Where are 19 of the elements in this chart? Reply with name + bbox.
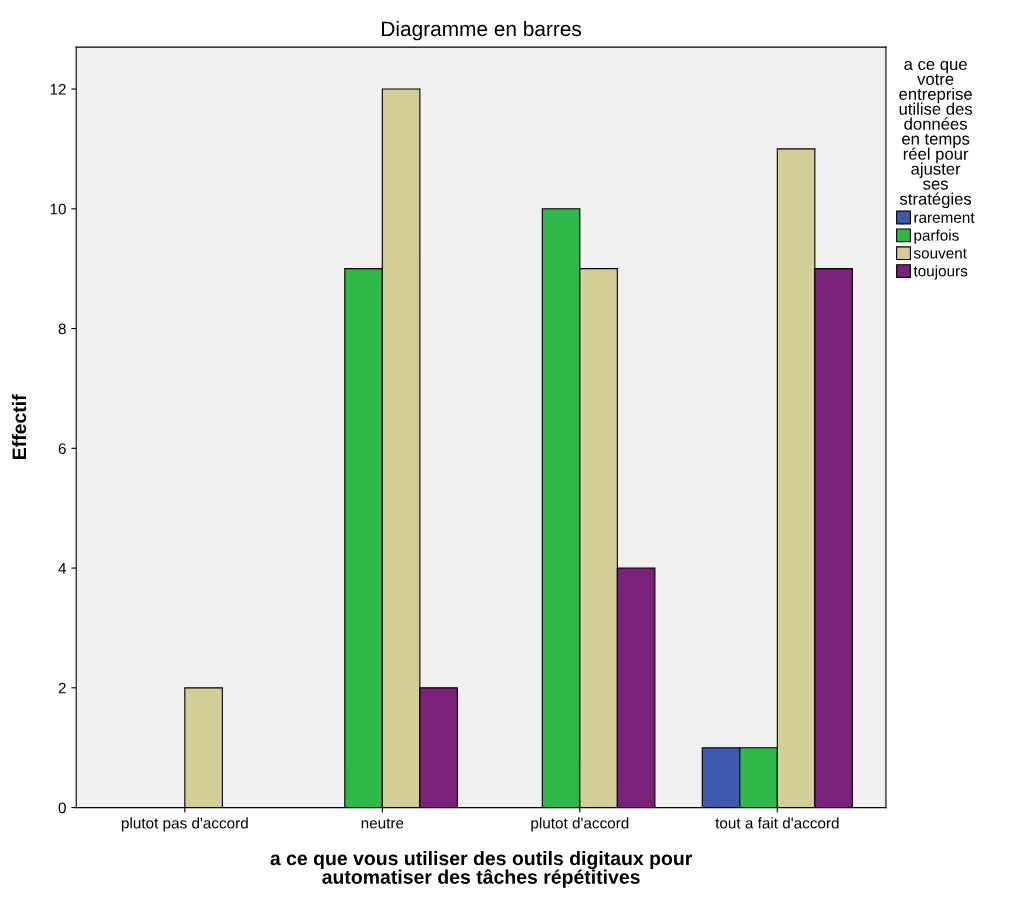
x-tick-label: plutot pas d'accord: [121, 817, 248, 832]
text: a ce que votre entreprise utilise des données en temps réel pour ajuster ses stratégies: [899, 60, 973, 209]
y-tick-label: 8: [58, 323, 66, 335]
legend-label: toujours: [913, 265, 968, 280]
y-tick-label: 12: [50, 83, 66, 95]
y-tick-label: 4: [58, 563, 67, 574]
chart-title: Diagramme en barres: [382, 20, 582, 41]
x-tick-label: plutot d'accord: [531, 817, 629, 832]
x-tick-label: neutre: [361, 818, 404, 829]
legend-label: souvent: [913, 248, 967, 259]
y-axis-title: Effectif: [11, 394, 27, 459]
y-tick-label: 6: [58, 443, 66, 454]
legend-label: rarement: [914, 212, 975, 223]
x-axis-title: a ce que vous utiliser des outils digitaux pour automatiser des tâches répétitives: [270, 850, 693, 888]
y-tick-label: 10: [50, 203, 66, 215]
y-tick-label: 0: [58, 802, 66, 814]
y-tick-label: 2: [58, 682, 66, 694]
x-tick-label: tout a fait d'accord: [715, 817, 839, 829]
legend-label: parfois: [914, 229, 959, 244]
